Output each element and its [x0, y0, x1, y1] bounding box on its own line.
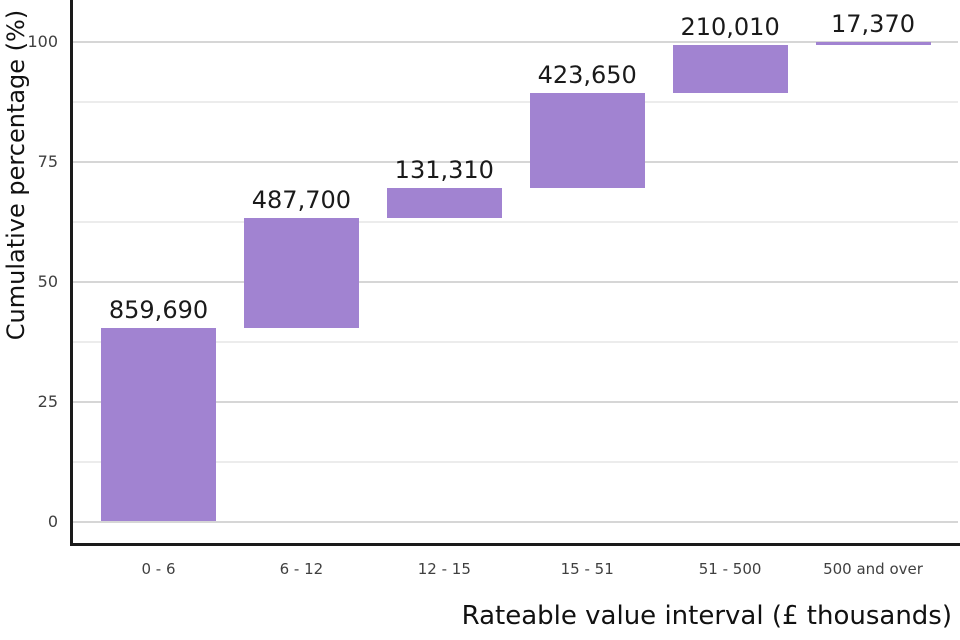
y-tick-label: 50: [37, 271, 58, 291]
waterfall-bar: [672, 45, 788, 93]
bar-value-label: 210,010: [680, 13, 780, 42]
gridline-major: [73, 40, 958, 43]
y-tick-label: 0: [47, 511, 58, 531]
x-tick-label: 51 - 500: [698, 560, 762, 578]
x-tick-label: 15 - 51: [560, 560, 614, 578]
waterfall-bar: [101, 327, 216, 522]
bar-value-label: 859,690: [108, 295, 209, 324]
x-tick-label: 6 - 12: [279, 560, 324, 578]
y-tick-label: 100: [27, 31, 58, 51]
gridline-minor: [73, 100, 958, 103]
gridline-major: [73, 160, 958, 163]
x-tick-label: 0 - 6: [141, 560, 176, 578]
gridline-major: [73, 520, 958, 523]
waterfall-bar: [529, 92, 645, 189]
waterfall-bar: [386, 188, 502, 218]
bar-value-label: 487,700: [251, 185, 352, 214]
y-tick-label: 75: [37, 151, 58, 171]
y-tick-label: 25: [37, 391, 58, 411]
gridline-minor: [73, 460, 958, 463]
bar-value-label: 17,370: [831, 9, 915, 38]
gridline-minor: [73, 340, 958, 343]
waterfall-bar: [243, 217, 359, 328]
y-axis-title: Cumulative percentage (%): [2, 9, 30, 341]
y-axis-line: [70, 0, 73, 546]
gridline-major: [73, 400, 958, 403]
gridline-major: [73, 280, 958, 283]
x-tick-label: 500 and over: [823, 560, 923, 578]
x-axis-title: Rateable value interval (£ thousands): [461, 601, 952, 631]
x-tick-label: 12 - 15: [417, 560, 471, 578]
gridline-minor: [73, 220, 958, 223]
x-axis-line: [70, 543, 960, 546]
waterfall-bar: [815, 41, 931, 46]
bar-value-label: 131,310: [394, 156, 494, 185]
bar-value-label: 423,650: [537, 60, 637, 89]
